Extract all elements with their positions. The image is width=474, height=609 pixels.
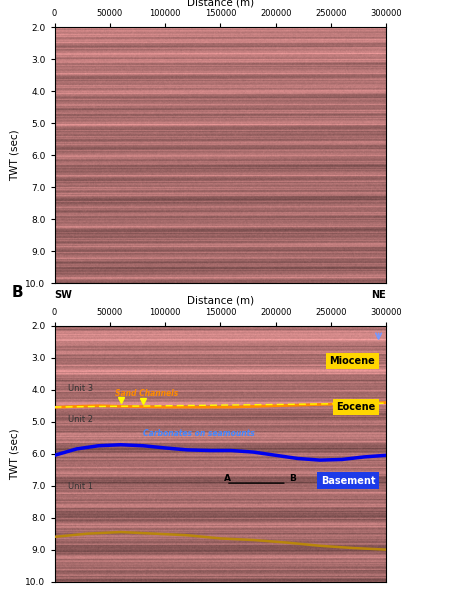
- X-axis label: Distance (m): Distance (m): [187, 295, 254, 306]
- Text: NE: NE: [372, 0, 386, 2]
- Text: SW: SW: [55, 0, 73, 2]
- Text: Basement: Basement: [321, 476, 375, 486]
- Text: B: B: [289, 474, 296, 483]
- Text: SW: SW: [55, 290, 73, 300]
- Y-axis label: TWT (sec): TWT (sec): [10, 130, 20, 181]
- Text: NE: NE: [372, 290, 386, 300]
- Text: Carbonates on seamounts: Carbonates on seamounts: [143, 429, 255, 438]
- Text: A: A: [11, 0, 23, 2]
- Y-axis label: TWT (sec): TWT (sec): [10, 428, 20, 479]
- Text: Unit 1: Unit 1: [68, 482, 93, 491]
- X-axis label: Distance (m): Distance (m): [187, 0, 254, 7]
- Text: B: B: [11, 285, 23, 300]
- Text: Eocene: Eocene: [336, 402, 375, 412]
- Text: Unit 2: Unit 2: [68, 415, 93, 424]
- Text: Miocene: Miocene: [329, 356, 375, 366]
- Text: Sand Channels: Sand Channels: [115, 389, 179, 398]
- Text: Unit 3: Unit 3: [68, 384, 93, 393]
- Text: A: A: [224, 474, 231, 483]
